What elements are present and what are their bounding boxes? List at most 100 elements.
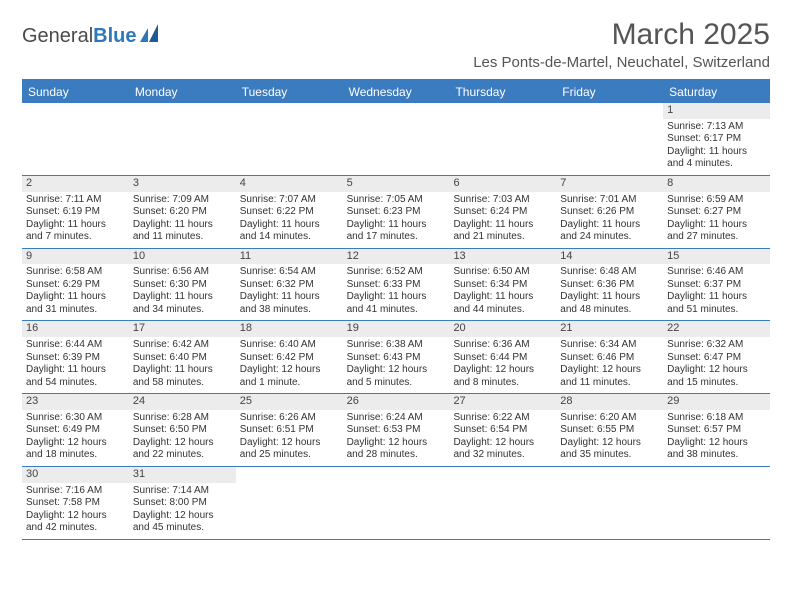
daylight-line: Daylight: 12 hours and 25 minutes.: [240, 437, 339, 462]
sunrise-line: Sunrise: 6:54 AM: [240, 266, 339, 279]
sunset-line: Sunset: 6:43 PM: [347, 352, 446, 365]
calendar-cell-empty: .: [22, 103, 129, 175]
sunset-line: Sunset: 6:27 PM: [667, 206, 766, 219]
daylight-line: Daylight: 12 hours and 5 minutes.: [347, 364, 446, 389]
daylight-line: Daylight: 12 hours and 35 minutes.: [560, 437, 659, 462]
daylight-line: Daylight: 12 hours and 15 minutes.: [667, 364, 766, 389]
calendar-cell: 23Sunrise: 6:30 AMSunset: 6:49 PMDayligh…: [22, 394, 129, 466]
calendar-week-row: 23Sunrise: 6:30 AMSunset: 6:49 PMDayligh…: [22, 394, 770, 467]
calendar-cell: 27Sunrise: 6:22 AMSunset: 6:54 PMDayligh…: [449, 394, 556, 466]
sunset-line: Sunset: 6:50 PM: [133, 424, 232, 437]
calendar-cell: 30Sunrise: 7:16 AMSunset: 7:58 PMDayligh…: [22, 467, 129, 539]
sunset-line: Sunset: 6:47 PM: [667, 352, 766, 365]
calendar-cell: 24Sunrise: 6:28 AMSunset: 6:50 PMDayligh…: [129, 394, 236, 466]
daylight-line: Daylight: 11 hours and 58 minutes.: [133, 364, 232, 389]
day-number: 16: [22, 321, 129, 337]
day-number: 28: [556, 394, 663, 410]
calendar-cell: 7Sunrise: 7:01 AMSunset: 6:26 PMDaylight…: [556, 176, 663, 248]
sunset-line: Sunset: 6:24 PM: [453, 206, 552, 219]
daylight-line: Daylight: 11 hours and 41 minutes.: [347, 291, 446, 316]
day-number: 27: [449, 394, 556, 410]
sunset-line: Sunset: 6:46 PM: [560, 352, 659, 365]
day-number: 24: [129, 394, 236, 410]
sunset-line: Sunset: 6:42 PM: [240, 352, 339, 365]
daylight-line: Daylight: 11 hours and 14 minutes.: [240, 219, 339, 244]
sunrise-line: Sunrise: 6:22 AM: [453, 412, 552, 425]
day-number: 22: [663, 321, 770, 337]
sunrise-line: Sunrise: 6:40 AM: [240, 339, 339, 352]
calendar-cell: 17Sunrise: 6:42 AMSunset: 6:40 PMDayligh…: [129, 321, 236, 393]
weekday-header: Saturday: [663, 81, 770, 103]
sunrise-line: Sunrise: 6:30 AM: [26, 412, 125, 425]
daylight-line: Daylight: 11 hours and 34 minutes.: [133, 291, 232, 316]
sunset-line: Sunset: 6:30 PM: [133, 279, 232, 292]
daylight-line: Daylight: 12 hours and 28 minutes.: [347, 437, 446, 462]
sunrise-line: Sunrise: 6:50 AM: [453, 266, 552, 279]
logo-text-right: Blue: [93, 25, 136, 48]
sunrise-line: Sunrise: 7:03 AM: [453, 194, 552, 207]
calendar-cell: 8Sunrise: 6:59 AMSunset: 6:27 PMDaylight…: [663, 176, 770, 248]
title-block: March 2025 Les Ponts-de-Martel, Neuchate…: [473, 18, 770, 71]
sunset-line: Sunset: 6:29 PM: [26, 279, 125, 292]
calendar-cell: 26Sunrise: 6:24 AMSunset: 6:53 PMDayligh…: [343, 394, 450, 466]
day-number: 4: [236, 176, 343, 192]
calendar-cell: 20Sunrise: 6:36 AMSunset: 6:44 PMDayligh…: [449, 321, 556, 393]
logo-mark-icon: [140, 24, 162, 48]
day-number: 21: [556, 321, 663, 337]
daylight-line: Daylight: 11 hours and 24 minutes.: [560, 219, 659, 244]
calendar-cell: 2Sunrise: 7:11 AMSunset: 6:19 PMDaylight…: [22, 176, 129, 248]
daylight-line: Daylight: 12 hours and 18 minutes.: [26, 437, 125, 462]
calendar-cell: 25Sunrise: 6:26 AMSunset: 6:51 PMDayligh…: [236, 394, 343, 466]
calendar-cell-empty: .: [129, 103, 236, 175]
calendar-cell: 12Sunrise: 6:52 AMSunset: 6:33 PMDayligh…: [343, 249, 450, 321]
daylight-line: Daylight: 12 hours and 22 minutes.: [133, 437, 232, 462]
calendar-cell: 13Sunrise: 6:50 AMSunset: 6:34 PMDayligh…: [449, 249, 556, 321]
sunset-line: Sunset: 6:36 PM: [560, 279, 659, 292]
calendar-cell-empty: .: [343, 467, 450, 539]
calendar-cell: 5Sunrise: 7:05 AMSunset: 6:23 PMDaylight…: [343, 176, 450, 248]
day-number: 14: [556, 249, 663, 265]
daylight-line: Daylight: 11 hours and 44 minutes.: [453, 291, 552, 316]
calendar-grid: SundayMondayTuesdayWednesdayThursdayFrid…: [22, 79, 770, 540]
sunrise-line: Sunrise: 6:52 AM: [347, 266, 446, 279]
sunset-line: Sunset: 6:51 PM: [240, 424, 339, 437]
calendar-cell-empty: .: [236, 103, 343, 175]
calendar-cell: 10Sunrise: 6:56 AMSunset: 6:30 PMDayligh…: [129, 249, 236, 321]
daylight-line: Daylight: 11 hours and 17 minutes.: [347, 219, 446, 244]
sunset-line: Sunset: 6:54 PM: [453, 424, 552, 437]
daylight-line: Daylight: 11 hours and 4 minutes.: [667, 146, 766, 171]
sunset-line: Sunset: 6:44 PM: [453, 352, 552, 365]
sunset-line: Sunset: 6:22 PM: [240, 206, 339, 219]
calendar-cell: 21Sunrise: 6:34 AMSunset: 6:46 PMDayligh…: [556, 321, 663, 393]
daylight-line: Daylight: 12 hours and 11 minutes.: [560, 364, 659, 389]
calendar-cell: 6Sunrise: 7:03 AMSunset: 6:24 PMDaylight…: [449, 176, 556, 248]
sunrise-line: Sunrise: 6:59 AM: [667, 194, 766, 207]
daylight-line: Daylight: 11 hours and 27 minutes.: [667, 219, 766, 244]
daylight-line: Daylight: 11 hours and 38 minutes.: [240, 291, 339, 316]
calendar-cell-empty: .: [449, 103, 556, 175]
daylight-line: Daylight: 11 hours and 7 minutes.: [26, 219, 125, 244]
calendar-cell: 4Sunrise: 7:07 AMSunset: 6:22 PMDaylight…: [236, 176, 343, 248]
calendar-week-row: 2Sunrise: 7:11 AMSunset: 6:19 PMDaylight…: [22, 176, 770, 249]
calendar-cell-empty: .: [449, 467, 556, 539]
day-number: 25: [236, 394, 343, 410]
daylight-line: Daylight: 12 hours and 45 minutes.: [133, 510, 232, 535]
sunset-line: Sunset: 6:37 PM: [667, 279, 766, 292]
sunset-line: Sunset: 6:55 PM: [560, 424, 659, 437]
sunrise-line: Sunrise: 7:01 AM: [560, 194, 659, 207]
day-number: 1: [663, 103, 770, 119]
daylight-line: Daylight: 12 hours and 8 minutes.: [453, 364, 552, 389]
calendar-week-row: ......1Sunrise: 7:13 AMSunset: 6:17 PMDa…: [22, 103, 770, 176]
sunrise-line: Sunrise: 6:48 AM: [560, 266, 659, 279]
sunrise-line: Sunrise: 6:36 AM: [453, 339, 552, 352]
calendar-cell: 9Sunrise: 6:58 AMSunset: 6:29 PMDaylight…: [22, 249, 129, 321]
calendar-weeks: ......1Sunrise: 7:13 AMSunset: 6:17 PMDa…: [22, 103, 770, 540]
calendar-cell: 3Sunrise: 7:09 AMSunset: 6:20 PMDaylight…: [129, 176, 236, 248]
calendar-cell: 22Sunrise: 6:32 AMSunset: 6:47 PMDayligh…: [663, 321, 770, 393]
daylight-line: Daylight: 11 hours and 51 minutes.: [667, 291, 766, 316]
sunrise-line: Sunrise: 7:14 AM: [133, 485, 232, 498]
calendar-cell: 15Sunrise: 6:46 AMSunset: 6:37 PMDayligh…: [663, 249, 770, 321]
day-number: 30: [22, 467, 129, 483]
calendar-cell-empty: .: [556, 103, 663, 175]
sunrise-line: Sunrise: 6:58 AM: [26, 266, 125, 279]
